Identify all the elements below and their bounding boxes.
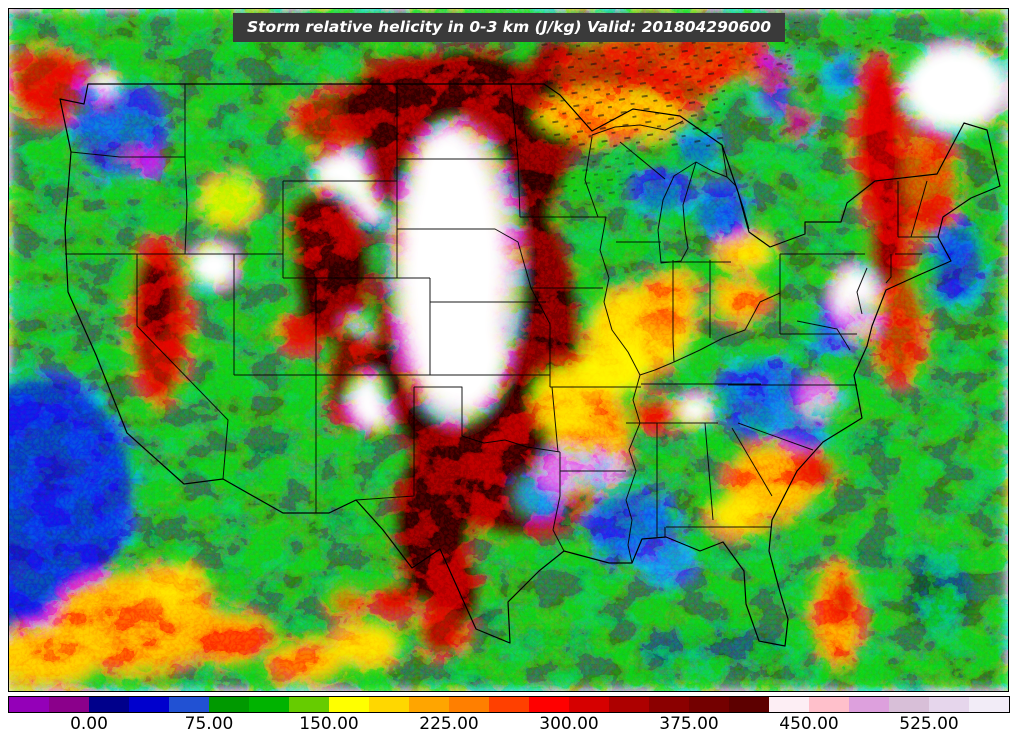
colorbar-segment <box>289 697 329 712</box>
colorbar-segment <box>889 697 929 712</box>
colorbar-segment <box>609 697 649 712</box>
plot-frame-border <box>8 8 1009 692</box>
colorbar-tick-label: 300.00 <box>539 714 599 734</box>
colorbar-segment <box>329 697 369 712</box>
colorbar-segment <box>969 697 1009 712</box>
colorbar-segment <box>689 697 729 712</box>
colorbar-tick-label: 0.00 <box>70 714 108 734</box>
state-boundaries <box>65 83 939 564</box>
colorbar-segment <box>569 697 609 712</box>
colorbar-segment <box>809 697 849 712</box>
colorbar-tick-label: 150.00 <box>299 714 359 734</box>
us-coastline-outline <box>59 83 1001 647</box>
colorbar-segment <box>49 697 89 712</box>
colorbar-tick-label: 525.00 <box>899 714 959 734</box>
helicity-field-map <box>8 8 1009 692</box>
colorbar-segment <box>89 697 129 712</box>
colorbar-tick-label: 450.00 <box>779 714 839 734</box>
colorbar-segment <box>449 697 489 712</box>
colorbar-segment <box>249 697 289 712</box>
colorbar-segment <box>209 697 249 712</box>
colorbar-segment <box>369 697 409 712</box>
colorbar-tick-label: 75.00 <box>184 714 234 734</box>
colorbar-segment <box>729 697 769 712</box>
colorbar-segment <box>489 697 529 712</box>
colorbar-tick-label: 375.00 <box>659 714 719 734</box>
colorbar-segment <box>649 697 689 712</box>
colorbar-ticks: 0.00 75.00 150.00 225.00 300.00 375.00 450.00 5… <box>0 714 1018 740</box>
map-frame <box>8 8 1009 692</box>
field-grain-overlay <box>8 8 1009 692</box>
colorbar <box>8 696 1010 713</box>
colorbar-segment <box>409 697 449 712</box>
colorbar-tick-label: 225.00 <box>419 714 479 734</box>
colorbar-segment <box>529 697 569 712</box>
colorbar-segment <box>849 697 889 712</box>
colorbar-segment <box>9 697 49 712</box>
lake-speckles <box>540 22 910 194</box>
colorbar-segment <box>769 697 809 712</box>
plot-title: Storm relative helicity in 0-3 km (J/kg)… <box>232 13 786 43</box>
colorbar-segment <box>929 697 969 712</box>
colorbar-segment <box>129 697 169 712</box>
colorbar-segment <box>169 697 209 712</box>
